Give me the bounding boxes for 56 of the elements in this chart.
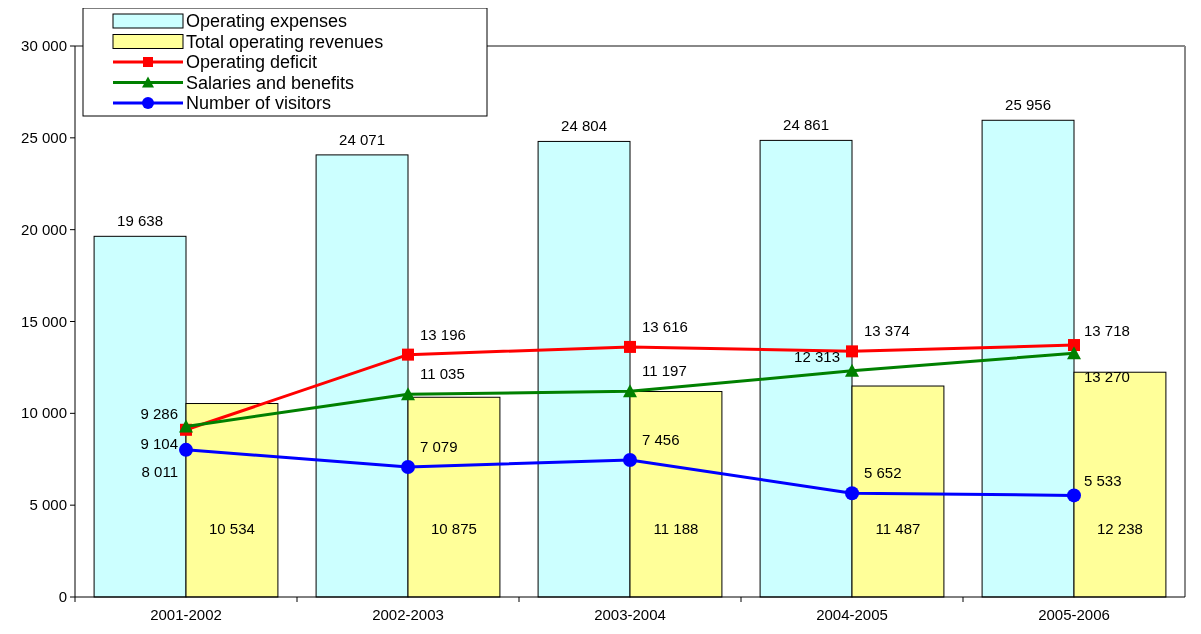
data-label: 25 956 (1005, 96, 1051, 114)
y-tick-label: 20 000 (21, 220, 67, 238)
data-label: 13 374 (864, 322, 910, 340)
data-label: 24 071 (339, 130, 385, 148)
data-label: 24 861 (783, 116, 829, 134)
point (179, 419, 193, 433)
legend-label: Salaries and benefits (186, 72, 355, 93)
data-label: 13 270 (1084, 368, 1130, 386)
legend-label: Operating expenses (186, 11, 348, 31)
point (624, 340, 636, 353)
point (401, 387, 415, 401)
point (845, 486, 859, 501)
y-tick-label: 30 000 (21, 37, 67, 54)
data-label: 7 079 (420, 437, 458, 455)
data-label: 13 196 (420, 325, 466, 343)
legend-label: Total operating revenues (186, 31, 384, 52)
data-label: 9 286 (140, 405, 178, 423)
data-label: 11 035 (420, 365, 465, 383)
legend-label: Number of visitors (186, 93, 332, 113)
point (402, 348, 414, 361)
data-label: 24 804 (561, 117, 607, 135)
x-tick-label: 2005-2006 (1038, 606, 1110, 623)
point (401, 459, 415, 474)
data-label: 5 533 (1084, 472, 1122, 490)
point (623, 384, 637, 398)
data-label: 8 011 (141, 462, 178, 480)
data-label: 12 238 (1097, 520, 1143, 537)
data-label: 5 652 (864, 464, 902, 482)
x-tick-label: 2002-2003 (372, 606, 444, 623)
data-label: 11 197 (642, 362, 687, 380)
data-label: 13 718 (1084, 322, 1130, 340)
y-tick-label: 25 000 (21, 128, 67, 146)
point (179, 442, 193, 457)
data-label: 19 638 (117, 212, 163, 230)
point (845, 363, 859, 377)
data-label: 11 487 (875, 520, 921, 537)
point (1067, 488, 1081, 503)
data-label: 7 456 (642, 431, 680, 449)
y-tick-label: 5 000 (29, 496, 67, 514)
x-tick-label: 2003-2004 (594, 606, 666, 623)
data-label: 11 188 (653, 520, 699, 537)
point (1068, 339, 1080, 352)
point (1067, 346, 1081, 360)
data-label: 10 875 (431, 520, 477, 537)
y-tick-label: 10 000 (21, 404, 67, 422)
data-label: 10 534 (209, 520, 255, 537)
legend-label: Operating deficit (186, 52, 318, 72)
data-label: 9 104 (140, 434, 178, 452)
x-tick-label: 2004-2005 (816, 606, 888, 623)
data-label: 13 616 (642, 317, 688, 335)
point (623, 453, 637, 468)
y-tick-label: 15 000 (21, 312, 67, 330)
data-label: 12 313 (794, 347, 840, 365)
y-tick-label: 0 (58, 588, 67, 605)
x-tick-label: 2001-2002 (150, 606, 222, 623)
point (846, 345, 858, 358)
